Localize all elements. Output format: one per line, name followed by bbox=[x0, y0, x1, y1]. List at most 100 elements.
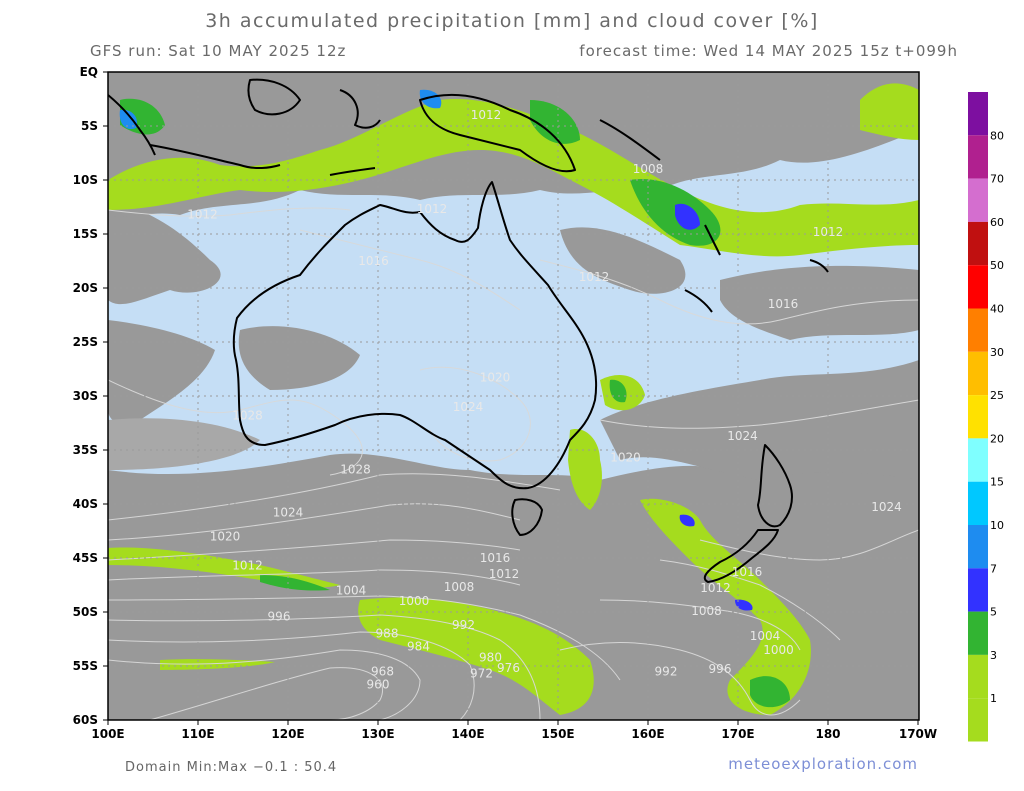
isobar-label: 1016 bbox=[732, 565, 763, 579]
precip-band-north bbox=[108, 99, 919, 257]
longitude-label: 110E bbox=[181, 727, 214, 741]
legend-swatch bbox=[968, 395, 988, 439]
longitude-label: 170W bbox=[899, 727, 937, 741]
latitude-label: 25S bbox=[73, 335, 98, 349]
isobar-label: 1008 bbox=[691, 604, 722, 618]
legend-label: 40 bbox=[990, 303, 1004, 316]
cloud-cover-coral bbox=[560, 227, 686, 294]
isobar-label: 1008 bbox=[444, 580, 475, 594]
latitude-label: 5S bbox=[81, 119, 98, 133]
precip-heavy-3 bbox=[530, 100, 580, 144]
domain-minmax-label: Domain Min:Max −0.1 : 50.4 bbox=[125, 760, 338, 775]
isobar-label: 1024 bbox=[273, 506, 304, 520]
precip-legend: 80 70 60 50 40 30 25 20 15 10 7 5 3 1 bbox=[968, 92, 1004, 742]
isobar-label: 1028 bbox=[340, 462, 371, 476]
isobar-label: 1024 bbox=[727, 429, 758, 443]
longitude-label: 140E bbox=[451, 727, 484, 741]
legend-swatch bbox=[968, 698, 988, 742]
isobar-label: 1012 bbox=[232, 559, 263, 573]
latitude-label: 15S bbox=[73, 227, 98, 241]
isobar-label: 1004 bbox=[750, 629, 781, 643]
isobar-label: 984 bbox=[407, 640, 430, 654]
longitude-axis: 100E 110E 120E 130E 140E 150E 160E 170E 180 170W bbox=[91, 720, 937, 741]
legend-label: 1 bbox=[990, 692, 997, 705]
isobar-label: 1012 bbox=[489, 567, 520, 581]
credit-label: meteoexploration.com bbox=[728, 755, 918, 773]
latitude-label: 30S bbox=[73, 389, 98, 403]
isobar-label: 1012 bbox=[700, 581, 731, 595]
precip-core-6 bbox=[609, 379, 627, 403]
isobar-label: 976 bbox=[497, 661, 520, 675]
isobar-label: 1008 bbox=[633, 162, 664, 176]
precip-band-tasman bbox=[640, 498, 811, 715]
latitude-label: 60S bbox=[73, 713, 98, 727]
latitude-axis: EQ 5S 10S 15S 20S 25S 30S 35S 40S 45S 50S 55S 60S bbox=[73, 65, 108, 727]
isobar-lines bbox=[108, 207, 919, 720]
precip-core-2 bbox=[119, 109, 138, 130]
latitude-label: 10S bbox=[73, 173, 98, 187]
latitude-label: 50S bbox=[73, 605, 98, 619]
legend-swatch bbox=[968, 351, 988, 396]
isobar-label: 1024 bbox=[871, 500, 902, 514]
isobar-label: 1012 bbox=[187, 208, 218, 222]
legend-swatch bbox=[968, 135, 988, 179]
latitude-label: 40S bbox=[73, 497, 98, 511]
isobar-label: 1000 bbox=[399, 594, 430, 608]
legend-label: 30 bbox=[990, 346, 1004, 359]
fiji-coastline bbox=[809, 259, 829, 273]
latitude-label: 35S bbox=[73, 443, 98, 457]
legend-swatch bbox=[968, 178, 988, 222]
longitude-label: 160E bbox=[631, 727, 664, 741]
cloud-cover-west-2 bbox=[108, 320, 215, 425]
isobar-label: 1016 bbox=[480, 551, 511, 565]
isobar-label: 1020 bbox=[210, 529, 241, 543]
australia-coastline bbox=[232, 181, 598, 490]
precip-core-1 bbox=[675, 203, 700, 230]
legend-swatch bbox=[968, 568, 988, 612]
legend-swatch bbox=[968, 611, 988, 655]
isobar-label: 996 bbox=[268, 609, 291, 623]
legend-swatch bbox=[968, 221, 988, 266]
precip-band-east-coast bbox=[568, 429, 602, 510]
precip-band-ne bbox=[860, 83, 919, 140]
isobar-label: 988 bbox=[376, 627, 399, 641]
isobar-label: 992 bbox=[452, 618, 475, 632]
longitude-label: 120E bbox=[271, 727, 304, 741]
latitude-label: 45S bbox=[73, 551, 98, 565]
legend-swatch bbox=[968, 308, 988, 352]
legend-label: 20 bbox=[990, 432, 1004, 445]
isobar-label: 960 bbox=[367, 677, 390, 691]
legend-label: 50 bbox=[990, 259, 1004, 272]
nz-north-island-coastline bbox=[757, 444, 793, 528]
precip-heavy-4 bbox=[750, 676, 790, 708]
longitude-label: 150E bbox=[541, 727, 574, 741]
legend-swatch bbox=[968, 481, 988, 525]
graticule bbox=[108, 72, 919, 720]
longitude-label: 170E bbox=[721, 727, 754, 741]
cloud-cover-west bbox=[108, 200, 221, 305]
sumatra-coastline bbox=[108, 94, 156, 156]
precip-heavy-5 bbox=[260, 575, 330, 591]
isobar-label: 980 bbox=[479, 650, 502, 664]
cloud-cover-southwest bbox=[108, 418, 260, 470]
legend-label: 25 bbox=[990, 389, 1004, 402]
sulawesi-coastline bbox=[339, 89, 381, 129]
new-caledonia-coastline bbox=[684, 289, 713, 313]
legend-label: 60 bbox=[990, 216, 1004, 229]
isobar-label: 1012 bbox=[579, 270, 610, 284]
legend-swatch bbox=[968, 525, 988, 569]
model-run-label: GFS run: Sat 10 MAY 2025 12z bbox=[90, 42, 347, 60]
isobar-label: 1020 bbox=[480, 371, 511, 385]
isobar-label: 1012 bbox=[813, 225, 844, 239]
isobar-label: 1016 bbox=[768, 297, 799, 311]
longitude-label: 100E bbox=[91, 727, 124, 741]
isobar-label: 968 bbox=[371, 664, 394, 678]
timor-coastline bbox=[329, 167, 376, 176]
forecast-time-label: forecast time: Wed 14 MAY 2025 15z t+099… bbox=[579, 42, 958, 60]
cloud-cover-east bbox=[720, 265, 919, 340]
new-guinea-coastline bbox=[419, 93, 576, 173]
isobar-label: 992 bbox=[655, 664, 678, 678]
longitude-label: 130E bbox=[361, 727, 394, 741]
